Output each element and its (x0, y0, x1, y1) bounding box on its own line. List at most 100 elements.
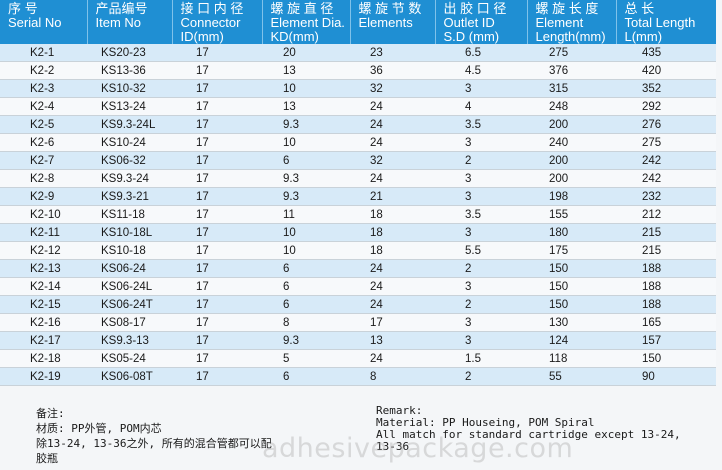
table-row: K2-6 KS10-24 17 10 24 3 240 275 (0, 133, 716, 152)
cell-connector-id: 17 (172, 241, 262, 260)
cell-connector-id: 17 (172, 223, 262, 242)
cell-total-length: 188 (616, 295, 716, 314)
cell-outlet-id: 2 (435, 151, 527, 170)
table-row: K2-12 KS10-18 17 10 18 5.5 175 215 (0, 241, 716, 260)
cell-element-length: 376 (527, 61, 616, 80)
cell-outlet-id: 2 (435, 259, 527, 278)
cell-connector-id: 17 (172, 187, 262, 206)
cell-outlet-id: 4 (435, 97, 527, 116)
cell-connector-id: 17 (172, 133, 262, 152)
cell-connector-id: 17 (172, 97, 262, 116)
header-connector-id-line: ID(mm) (180, 29, 224, 44)
table-row: K2-17 KS9.3-13 17 9.3 13 3 124 157 (0, 331, 716, 350)
header-total-length-line: L(mm) (624, 29, 663, 44)
spec-table: 序 号 Serial No 产品编号 Item No 接 口 内 径 Connector I… (0, 0, 716, 386)
cell-serial-no: K2-12 (0, 241, 87, 260)
cell-element-length: 200 (527, 115, 616, 134)
table-row: K2-7 KS06-32 17 6 32 2 200 242 (0, 151, 716, 170)
cell-elements: 32 (350, 151, 435, 170)
cell-element-length: 180 (527, 223, 616, 242)
header-elements-line: 螺 旋 节 数 (358, 1, 422, 16)
table-row: K2-16 KS08-17 17 8 17 3 130 165 (0, 313, 716, 332)
cell-element-length: 150 (527, 277, 616, 296)
cell-total-length: 212 (616, 205, 716, 224)
header-elements-line: Elements (358, 15, 413, 30)
cell-serial-no: K2-13 (0, 259, 87, 278)
cell-element-length: 124 (527, 331, 616, 350)
header-element-length-line: Length(mm) (535, 29, 606, 44)
cell-serial-no: K2-17 (0, 331, 87, 350)
cell-connector-id: 17 (172, 44, 262, 62)
cell-item-no: KS10-18L (87, 223, 172, 242)
cell-total-length: 276 (616, 115, 716, 134)
header-connector-id-line: 接 口 内 径 (180, 1, 244, 16)
cell-item-no: KS06-32 (87, 151, 172, 170)
table-row: K2-18 KS05-24 17 5 24 1.5 118 150 (0, 349, 716, 368)
cell-item-no: KS10-24 (87, 133, 172, 152)
cell-elements: 36 (350, 61, 435, 80)
cell-connector-id: 17 (172, 331, 262, 350)
cell-elements: 24 (350, 115, 435, 134)
compatibility-cn-cont: 胶瓶 (36, 452, 58, 465)
remark-title-en: Remark: (376, 404, 423, 417)
cell-connector-id: 17 (172, 313, 262, 332)
cell-item-no: KS13-36 (87, 61, 172, 80)
cell-elements: 32 (350, 79, 435, 98)
cell-element-dia: 6 (262, 151, 350, 170)
table-row: K2-2 KS13-36 17 13 36 4.5 376 420 (0, 61, 716, 80)
cell-element-dia: 20 (262, 44, 350, 62)
cell-element-length: 130 (527, 313, 616, 332)
cell-connector-id: 17 (172, 349, 262, 368)
cell-item-no: KS10-32 (87, 79, 172, 98)
cell-element-dia: 10 (262, 133, 350, 152)
cell-total-length: 90 (616, 367, 716, 386)
cell-item-no: KS9.3-13 (87, 331, 172, 350)
cell-elements: 24 (350, 169, 435, 188)
cell-outlet-id: 5.5 (435, 241, 527, 260)
table-header-row: 序 号 Serial No 产品编号 Item No 接 口 内 径 Connector I… (0, 0, 716, 44)
cell-serial-no: K2-1 (0, 44, 87, 62)
cell-elements: 24 (350, 277, 435, 296)
header-element-dia: 螺 旋 直 径 Element Dia. KD(mm) (262, 0, 351, 44)
cell-element-dia: 10 (262, 241, 350, 260)
cell-item-no: KS9.3-24 (87, 169, 172, 188)
cell-element-length: 200 (527, 169, 616, 188)
cell-total-length: 157 (616, 331, 716, 350)
table-row: K2-9 KS9.3-21 17 9.3 21 3 198 232 (0, 187, 716, 206)
cell-elements: 18 (350, 241, 435, 260)
material-en: Material: PP Houseing, POM Spiral (376, 416, 595, 429)
cell-connector-id: 17 (172, 151, 262, 170)
header-outlet-id-line: S.D (mm) (443, 29, 500, 44)
cell-outlet-id: 2 (435, 295, 527, 314)
cell-item-no: KS11-18 (87, 205, 172, 224)
cell-serial-no: K2-15 (0, 295, 87, 314)
header-element-dia-line: 螺 旋 直 径 (270, 1, 334, 16)
cell-elements: 24 (350, 97, 435, 116)
watermark: adhesivepackage.com (262, 433, 574, 464)
cell-element-length: 55 (527, 367, 616, 386)
cell-connector-id: 17 (172, 259, 262, 278)
cell-item-no: KS06-08T (87, 367, 172, 386)
cell-outlet-id: 3 (435, 133, 527, 152)
cell-element-dia: 9.3 (262, 187, 350, 206)
table-row: K2-3 KS10-32 17 10 32 3 315 352 (0, 79, 716, 98)
table-row: K2-8 KS9.3-24 17 9.3 24 3 200 242 (0, 169, 716, 188)
header-item-no-line: 产品编号 (95, 1, 148, 16)
header-element-dia-line: Element Dia. (270, 15, 345, 30)
cell-outlet-id: 3 (435, 223, 527, 242)
material-cn: 材质: PP外管, POM内芯 (36, 422, 162, 435)
cell-connector-id: 17 (172, 169, 262, 188)
cell-serial-no: K2-19 (0, 367, 87, 386)
cell-elements: 24 (350, 295, 435, 314)
header-serial-no-line: 序 号 (8, 1, 38, 16)
cell-item-no: KS9.3-21 (87, 187, 172, 206)
header-outlet-id-line: 出 胶 口 径 (443, 1, 507, 16)
cell-serial-no: K2-10 (0, 205, 87, 224)
cell-element-dia: 13 (262, 97, 350, 116)
cell-outlet-id: 3 (435, 169, 527, 188)
cell-element-length: 200 (527, 151, 616, 170)
cell-outlet-id: 3 (435, 277, 527, 296)
header-element-dia-line: KD(mm) (270, 29, 319, 44)
table-body: K2-1 KS20-23 17 20 23 6.5 275 435 K2-2 KS13-36 17 1… (0, 44, 716, 386)
header-element-length: 螺 旋 长 度 Element Length(mm) (527, 0, 617, 44)
